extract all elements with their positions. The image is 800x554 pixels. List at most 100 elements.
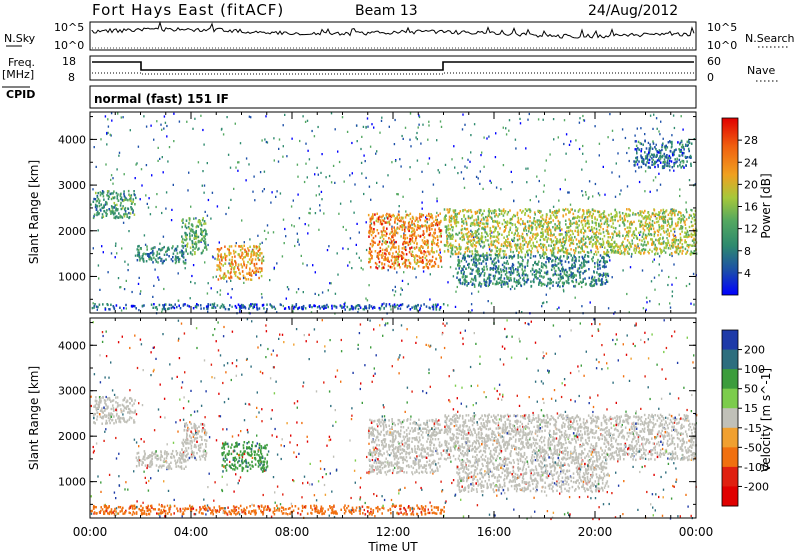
region-cell xyxy=(454,222,456,225)
region-cell xyxy=(385,303,388,306)
noise-cell xyxy=(416,131,418,135)
region-cell xyxy=(494,282,497,286)
region-cell xyxy=(533,219,535,222)
region-cell xyxy=(553,255,556,258)
region-cell xyxy=(543,256,545,260)
noise-cell xyxy=(399,158,401,161)
region-cell xyxy=(590,237,592,240)
region-cell xyxy=(407,222,410,225)
region-cell xyxy=(656,150,658,153)
region-cell xyxy=(394,234,396,237)
noise-cell xyxy=(485,279,487,282)
region-cell xyxy=(199,240,201,243)
region-cell xyxy=(568,210,570,213)
region-cell xyxy=(109,210,112,213)
region-cell xyxy=(572,242,575,245)
nsky-tick-low: 10^0 xyxy=(54,39,84,52)
region-cell xyxy=(556,227,558,230)
noise-cell xyxy=(649,190,651,193)
region-cell xyxy=(497,231,499,234)
region-cell xyxy=(515,284,518,287)
region-cell xyxy=(642,143,644,146)
region-cell xyxy=(622,244,625,247)
region-cell xyxy=(192,230,195,234)
region-cell xyxy=(684,227,687,230)
region-cell xyxy=(532,264,534,267)
region-cell xyxy=(593,226,596,230)
region-cell xyxy=(472,221,475,225)
noise-cell xyxy=(491,212,493,215)
noise-cell xyxy=(165,207,167,210)
region-cell xyxy=(644,233,647,237)
region-cell xyxy=(694,243,697,246)
region-cell xyxy=(495,280,498,283)
region-cell xyxy=(635,148,638,151)
region-cell xyxy=(569,242,572,245)
region-cell xyxy=(420,256,422,260)
region-cell xyxy=(545,261,547,264)
region-cell xyxy=(420,213,423,216)
region-cell xyxy=(577,233,579,236)
noise-cell xyxy=(230,296,232,299)
noise-cell xyxy=(351,172,353,175)
region-cell xyxy=(172,305,174,308)
region-cell xyxy=(497,277,500,280)
region-cell xyxy=(634,160,636,164)
region-cell xyxy=(460,271,463,275)
region-cell xyxy=(524,208,527,211)
region-cell xyxy=(420,304,422,307)
region-cell xyxy=(529,208,531,211)
region-cell xyxy=(582,278,584,281)
region-cell xyxy=(546,284,548,288)
region-cell xyxy=(456,252,458,256)
region-cell xyxy=(455,221,457,224)
noise-cell xyxy=(542,301,545,304)
region-cell xyxy=(680,225,682,228)
region-cell xyxy=(673,150,676,153)
region-cell xyxy=(470,243,472,246)
region-cell xyxy=(431,240,433,244)
region-cell xyxy=(669,156,672,159)
region-cell xyxy=(124,212,127,215)
region-cell xyxy=(500,283,503,286)
noise-cell xyxy=(610,248,612,252)
noise-cell xyxy=(362,268,364,271)
region-cell xyxy=(598,215,601,218)
noise-cell xyxy=(420,142,422,145)
region-cell xyxy=(534,220,537,223)
region-cell xyxy=(239,245,242,248)
region-cell xyxy=(102,191,105,194)
region-cell xyxy=(417,304,419,307)
region-cell xyxy=(512,267,514,270)
region-cell xyxy=(610,216,612,220)
region-cell xyxy=(571,279,573,283)
region-cell xyxy=(645,147,648,150)
noise-cell xyxy=(564,231,567,234)
region-cell xyxy=(293,305,295,309)
region-cell xyxy=(614,227,617,230)
region-cell xyxy=(457,261,460,264)
region-cell xyxy=(503,253,505,256)
region-cell xyxy=(534,237,536,240)
region-cell xyxy=(445,229,448,232)
region-cell xyxy=(382,226,385,230)
noise-cell xyxy=(418,123,420,126)
noise-cell xyxy=(299,139,301,143)
region-cell xyxy=(148,253,150,256)
region-cell xyxy=(582,265,585,268)
noise-cell xyxy=(93,146,95,149)
cpid-value: normal (fast) 151 IF xyxy=(94,92,229,106)
region-cell xyxy=(510,267,512,271)
region-cell xyxy=(381,266,384,270)
noise-cell xyxy=(623,251,625,254)
nsky-strip: N.Sky 10^5 10^0 10^5 10^0 N.Search xyxy=(4,20,795,52)
region-cell xyxy=(428,212,430,216)
region-cell xyxy=(511,272,514,275)
region-cell xyxy=(497,241,500,245)
region-cell xyxy=(94,203,97,207)
region-cell xyxy=(552,213,555,217)
region-cell xyxy=(343,306,345,309)
region-cell xyxy=(419,307,422,310)
region-cell xyxy=(614,214,617,217)
region-cell xyxy=(506,275,508,278)
